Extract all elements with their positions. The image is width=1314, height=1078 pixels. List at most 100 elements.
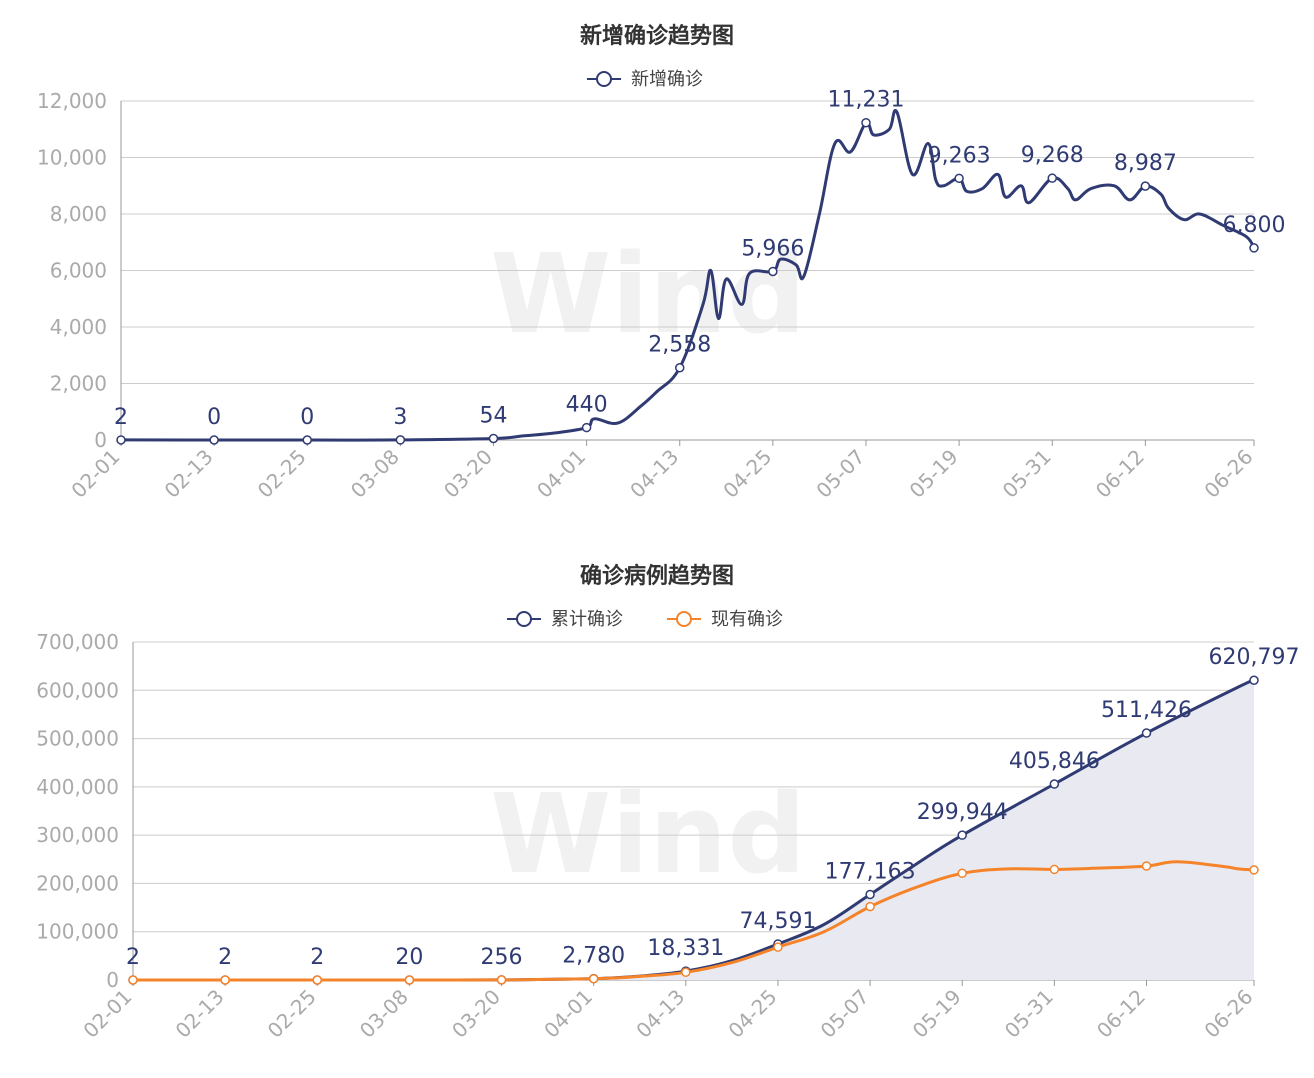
- x-tick-label: 02-25: [263, 985, 321, 1043]
- x-tick-label: 06-12: [1091, 445, 1149, 503]
- data-point: [128, 975, 138, 985]
- cases-trend-plot: 0 100,000 200,000 300,000 400,000 500,000 600,…: [36, 609, 1300, 1043]
- series-line: [120, 109, 1256, 442]
- data-label: 177,163: [825, 859, 916, 884]
- y-tick-label: 4,000: [50, 315, 107, 339]
- x-tick-label: 04-25: [718, 445, 776, 503]
- x-tick-label: 02-13: [160, 445, 218, 503]
- data-label: 9,263: [928, 143, 991, 168]
- data-label: 2: [114, 405, 128, 430]
- data-point: [488, 433, 499, 444]
- y-tick-label: 400,000: [36, 775, 119, 799]
- data-label: 11,231: [827, 88, 904, 113]
- new-cases-chart: 新增确诊趋势图 Wind 0 2,000 4,000 6,000 8,000 10,000…: [0, 0, 1314, 530]
- data-point: [209, 435, 219, 445]
- data-point: [116, 435, 126, 445]
- x-tick-label: 05-19: [905, 445, 963, 503]
- x-tick-label: 05-31: [1000, 985, 1058, 1043]
- legend-marker: [516, 611, 532, 627]
- y-tick-label: 300,000: [36, 823, 119, 847]
- legend-item: 新增确诊: [587, 69, 703, 90]
- data-label: 74,591: [739, 909, 816, 934]
- data-label: 20: [395, 945, 423, 970]
- data-point: [773, 942, 783, 952]
- data-point: [404, 975, 415, 985]
- data-label: 2: [218, 945, 232, 970]
- data-point: [581, 422, 592, 433]
- legend-marker: [596, 71, 612, 87]
- y-tick-label: 100,000: [36, 920, 119, 944]
- x-tick-label: 06-26: [1199, 985, 1257, 1043]
- x-tick-label: 05-07: [811, 445, 869, 503]
- data-label: 3: [393, 405, 407, 430]
- data-point: [865, 901, 875, 912]
- y-tick-label: 10,000: [37, 146, 107, 170]
- data-label: 440: [566, 393, 608, 418]
- chart-title: 新增确诊趋势图: [579, 24, 734, 49]
- x-tick-label: 05-19: [908, 985, 966, 1043]
- data-point: [1249, 675, 1259, 685]
- y-tick-label: 0: [94, 428, 107, 452]
- y-tick-label: 2,000: [50, 372, 107, 396]
- data-point: [220, 975, 230, 985]
- x-tick-label: 05-07: [816, 985, 874, 1043]
- series-area: [133, 680, 1254, 981]
- data-point: [1140, 181, 1151, 191]
- x-tick-label: 04-13: [631, 985, 689, 1043]
- x-tick-label: 02-01: [78, 985, 136, 1043]
- data-point: [865, 889, 875, 900]
- legend-label: 累计确诊: [551, 609, 623, 630]
- data-label: 5,966: [741, 236, 804, 261]
- data-point: [1141, 728, 1152, 738]
- x-tick-label: 03-20: [439, 445, 497, 503]
- legend-label: 新增确诊: [631, 69, 703, 90]
- y-tick-label: 6,000: [50, 259, 107, 283]
- data-point: [1049, 779, 1060, 789]
- data-label: 511,426: [1101, 698, 1192, 723]
- data-label: 2: [126, 945, 140, 970]
- x-tick-label: 02-13: [171, 985, 229, 1043]
- legend-item: 现有确诊: [667, 609, 783, 630]
- x-tick-label: 02-25: [253, 445, 311, 503]
- data-label: 9,268: [1021, 143, 1084, 168]
- y-tick-label: 8,000: [50, 202, 107, 226]
- watermark: Wind: [490, 230, 807, 358]
- y-tick-label: 0: [106, 968, 119, 992]
- data-point: [312, 975, 323, 985]
- chart-title: 确诊病例趋势图: [579, 564, 734, 589]
- cases-trend-chart: 确诊病例趋势图 Wind 0 100,000 200,000 300,000 400,0…: [0, 540, 1314, 1078]
- data-label: 2,558: [648, 333, 711, 358]
- x-tick-label: 03-20: [447, 985, 505, 1043]
- data-point: [674, 362, 685, 373]
- data-point: [395, 435, 406, 445]
- legend-item: 累计确诊: [507, 609, 623, 630]
- data-point: [588, 973, 599, 984]
- x-tick-label: 03-08: [355, 985, 413, 1043]
- data-point: [302, 435, 312, 445]
- x-tick-label: 03-08: [346, 445, 404, 503]
- data-point: [1249, 243, 1259, 253]
- data-label: 405,846: [1009, 749, 1100, 774]
- x-tick-label: 04-13: [625, 445, 683, 503]
- data-label: 620,797: [1209, 645, 1300, 670]
- data-point: [861, 117, 871, 128]
- legend-label: 现有确诊: [711, 609, 783, 630]
- y-tick-label: 500,000: [36, 727, 119, 751]
- x-tick-label: 04-25: [723, 985, 781, 1043]
- legend-marker: [676, 611, 692, 627]
- data-point: [681, 967, 691, 978]
- data-point: [957, 868, 967, 879]
- y-tick-label: 200,000: [36, 871, 119, 895]
- watermark: Wind: [490, 770, 807, 898]
- data-label: 2,780: [562, 944, 625, 969]
- data-label: 299,944: [917, 800, 1008, 825]
- x-tick-label: 02-01: [66, 445, 124, 503]
- data-point: [1049, 864, 1060, 875]
- x-tick-label: 04-01: [532, 445, 590, 503]
- y-tick-label: 600,000: [36, 678, 119, 702]
- data-point: [1249, 865, 1259, 875]
- data-label: 0: [207, 405, 221, 430]
- data-point: [954, 173, 964, 184]
- data-point: [768, 266, 778, 277]
